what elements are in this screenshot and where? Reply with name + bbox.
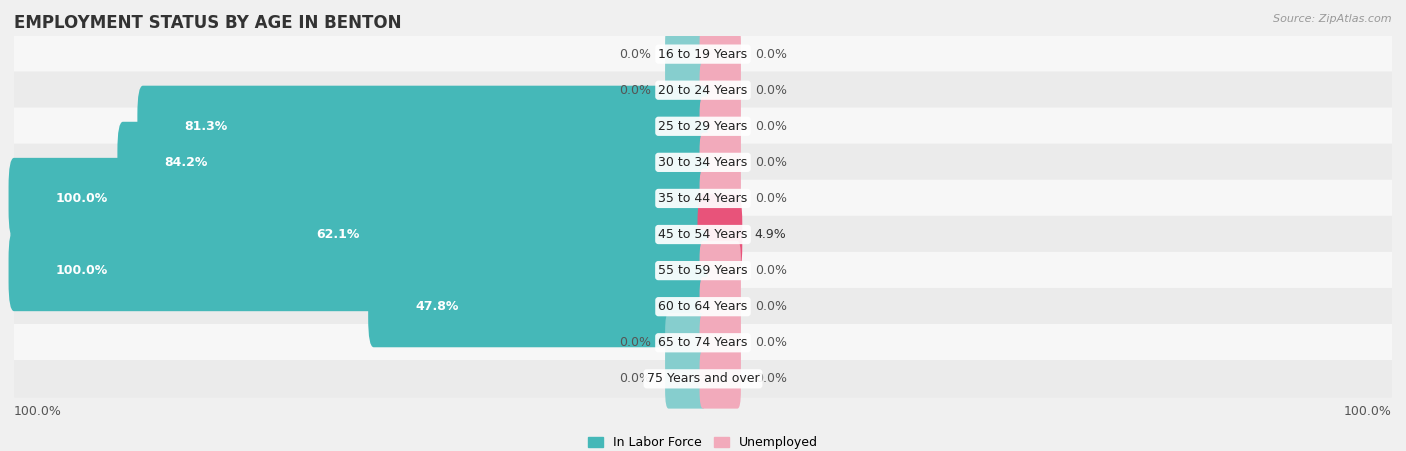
Text: 20 to 24 Years: 20 to 24 Years: [658, 84, 748, 97]
Text: Source: ZipAtlas.com: Source: ZipAtlas.com: [1274, 14, 1392, 23]
Text: 0.0%: 0.0%: [755, 120, 787, 133]
FancyBboxPatch shape: [700, 277, 741, 336]
Text: 0.0%: 0.0%: [755, 84, 787, 97]
FancyBboxPatch shape: [700, 60, 741, 120]
FancyBboxPatch shape: [700, 241, 741, 300]
Text: 35 to 44 Years: 35 to 44 Years: [658, 192, 748, 205]
Text: 100.0%: 100.0%: [55, 192, 108, 205]
FancyBboxPatch shape: [270, 194, 709, 275]
Text: 0.0%: 0.0%: [755, 48, 787, 60]
Text: 60 to 64 Years: 60 to 64 Years: [658, 300, 748, 313]
FancyBboxPatch shape: [14, 252, 1392, 290]
FancyBboxPatch shape: [117, 122, 709, 203]
Text: 0.0%: 0.0%: [619, 336, 651, 349]
Text: 47.8%: 47.8%: [415, 300, 458, 313]
Text: 0.0%: 0.0%: [755, 373, 787, 385]
FancyBboxPatch shape: [665, 349, 706, 409]
FancyBboxPatch shape: [14, 71, 1392, 109]
FancyBboxPatch shape: [14, 35, 1392, 73]
FancyBboxPatch shape: [14, 324, 1392, 362]
Text: 100.0%: 100.0%: [14, 405, 62, 418]
Text: 25 to 29 Years: 25 to 29 Years: [658, 120, 748, 133]
Text: 0.0%: 0.0%: [619, 84, 651, 97]
FancyBboxPatch shape: [700, 133, 741, 192]
FancyBboxPatch shape: [665, 24, 706, 84]
Legend: In Labor Force, Unemployed: In Labor Force, Unemployed: [583, 431, 823, 451]
FancyBboxPatch shape: [700, 24, 741, 84]
Text: 55 to 59 Years: 55 to 59 Years: [658, 264, 748, 277]
FancyBboxPatch shape: [14, 360, 1392, 398]
Text: 0.0%: 0.0%: [619, 373, 651, 385]
Text: 0.0%: 0.0%: [755, 300, 787, 313]
Text: 75 Years and over: 75 Years and over: [647, 373, 759, 385]
Text: 0.0%: 0.0%: [755, 192, 787, 205]
FancyBboxPatch shape: [700, 97, 741, 156]
Text: 4.9%: 4.9%: [754, 228, 786, 241]
Text: 0.0%: 0.0%: [755, 264, 787, 277]
FancyBboxPatch shape: [700, 349, 741, 409]
Text: 0.0%: 0.0%: [619, 48, 651, 60]
FancyBboxPatch shape: [14, 216, 1392, 253]
FancyBboxPatch shape: [665, 313, 706, 373]
FancyBboxPatch shape: [14, 143, 1392, 181]
Text: 84.2%: 84.2%: [165, 156, 208, 169]
FancyBboxPatch shape: [14, 288, 1392, 326]
FancyBboxPatch shape: [14, 107, 1392, 145]
FancyBboxPatch shape: [697, 194, 742, 275]
Text: 0.0%: 0.0%: [755, 336, 787, 349]
FancyBboxPatch shape: [8, 158, 709, 239]
FancyBboxPatch shape: [14, 179, 1392, 217]
Text: 81.3%: 81.3%: [184, 120, 228, 133]
Text: 62.1%: 62.1%: [316, 228, 360, 241]
Text: 0.0%: 0.0%: [755, 156, 787, 169]
FancyBboxPatch shape: [368, 266, 709, 347]
Text: 65 to 74 Years: 65 to 74 Years: [658, 336, 748, 349]
Text: 100.0%: 100.0%: [55, 264, 108, 277]
Text: EMPLOYMENT STATUS BY AGE IN BENTON: EMPLOYMENT STATUS BY AGE IN BENTON: [14, 14, 402, 32]
Text: 16 to 19 Years: 16 to 19 Years: [658, 48, 748, 60]
Text: 45 to 54 Years: 45 to 54 Years: [658, 228, 748, 241]
FancyBboxPatch shape: [700, 313, 741, 373]
FancyBboxPatch shape: [665, 60, 706, 120]
FancyBboxPatch shape: [8, 230, 709, 311]
Text: 100.0%: 100.0%: [1344, 405, 1392, 418]
FancyBboxPatch shape: [700, 169, 741, 228]
Text: 30 to 34 Years: 30 to 34 Years: [658, 156, 748, 169]
FancyBboxPatch shape: [138, 86, 709, 167]
